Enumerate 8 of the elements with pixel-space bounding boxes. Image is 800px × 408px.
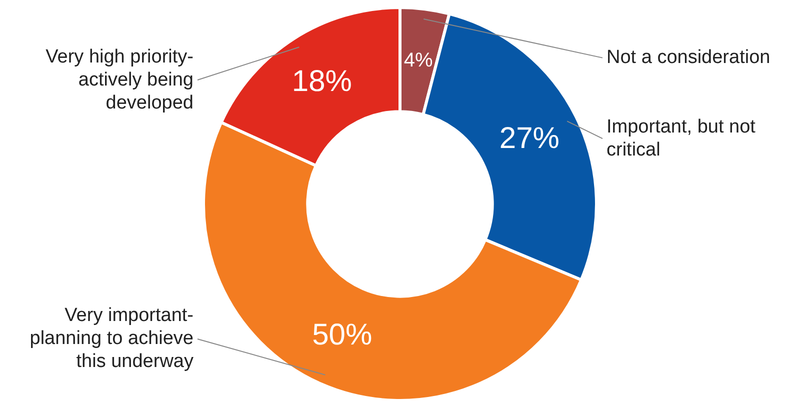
data-label: 50% <box>312 318 372 352</box>
data-label: 18% <box>292 64 352 98</box>
data-label: 27% <box>499 122 560 156</box>
slice-label: Not a consideration <box>606 47 770 68</box>
slice-label: Important, but not critical <box>606 116 756 160</box>
data-label: 4% <box>404 49 433 72</box>
slice-label: Very high priority-actively being developed <box>46 46 194 114</box>
slice-label: Very important-planning to achieve this underway <box>30 305 194 372</box>
